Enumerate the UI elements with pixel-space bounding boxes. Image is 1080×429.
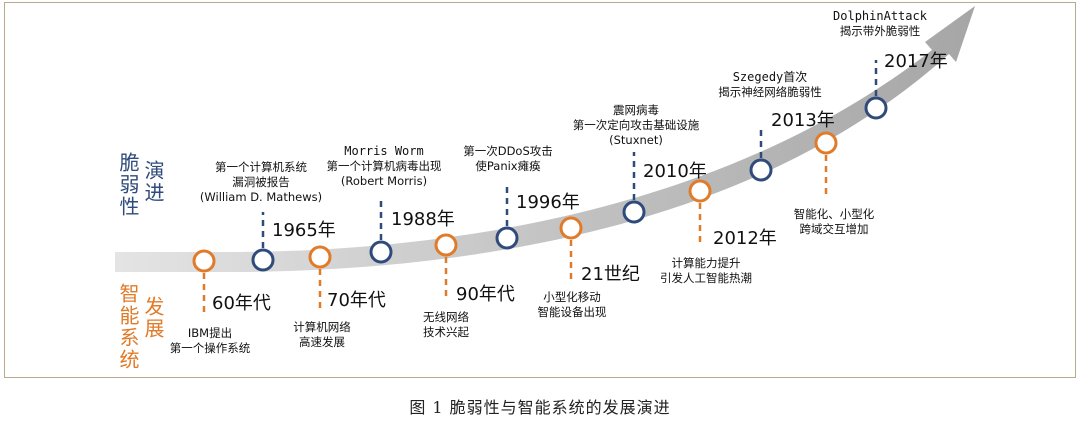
vuln-milestone-node	[251, 248, 275, 272]
vuln-desc-line: 第一个计算机病毒出现	[326, 159, 442, 173]
vuln-desc-line: (William D. Mathews)	[199, 190, 323, 204]
vuln-milestone-node	[864, 96, 888, 120]
vuln-milestone-node	[749, 158, 773, 182]
system-desc-line: 智能设备出现	[537, 305, 607, 319]
vuln-desc-line: 揭示神经网络脆弱性	[718, 85, 822, 99]
vuln-milestone-node	[369, 240, 393, 264]
vuln-year-1965: 1965年	[272, 220, 336, 241]
system-desc-line: 小型化移动	[543, 290, 601, 304]
system-milestone-node	[434, 233, 458, 257]
system-era-60s: 60年代	[212, 293, 271, 314]
system-desc-60s: IBM提出 第一个操作系统	[150, 326, 270, 356]
system-desc-2012: 计算能力提升 引发人工智能热潮	[636, 256, 776, 286]
system-milestone-node	[308, 245, 332, 269]
vuln-milestone-node	[622, 200, 646, 224]
system-desc-line: 引发人工智能热潮	[660, 271, 752, 285]
system-desc-line: IBM提出	[187, 326, 233, 340]
system-desc-line: 技术兴起	[423, 325, 469, 339]
vulnerability-label-2: 演进	[141, 160, 165, 204]
system-milestone-node	[814, 131, 838, 155]
vuln-desc-1996: 第一次DDoS攻击 使Panix瘫痪	[448, 144, 568, 174]
system-milestone-node	[559, 216, 583, 240]
vulnerability-label-1: 脆弱性	[116, 152, 140, 218]
vuln-desc-line: Morris Worm	[344, 144, 424, 158]
vuln-year-2017: 2017年	[884, 51, 948, 72]
system-desc-line: 跨域交互增加	[799, 222, 869, 236]
system-desc-90s: 无线网络 技术兴起	[386, 310, 506, 340]
system-desc-21c: 小型化移动 智能设备出现	[512, 290, 632, 320]
system-desc-line: 智能化、小型化	[793, 207, 875, 221]
system-label-1: 智能系统	[116, 283, 140, 371]
system-era-90s: 90年代	[456, 284, 515, 305]
vuln-desc-line: 使Panix瘫痪	[475, 159, 541, 173]
vuln-desc-line: Szegedy首次	[732, 70, 808, 84]
vuln-year-2013: 2013年	[771, 110, 835, 131]
vuln-desc-line: 震网病毒	[613, 103, 659, 117]
system-era-70s: 70年代	[327, 290, 386, 311]
vuln-desc-line: 第一次DDoS攻击	[463, 144, 553, 158]
vuln-desc-2013: Szegedy首次 揭示神经网络脆弱性	[700, 70, 840, 100]
system-era-21c: 21世纪	[581, 264, 640, 285]
system-desc-line: 计算机网络	[293, 320, 351, 334]
figure-caption: 图 1 脆弱性与智能系统的发展演进	[409, 398, 671, 417]
vuln-desc-line: 第一次定向攻击基础设施	[572, 118, 700, 132]
system-desc-70s: 计算机网络 高速发展	[262, 320, 382, 350]
vuln-year-1988: 1988年	[391, 209, 455, 230]
system-desc-line: 高速发展	[299, 335, 345, 349]
timeline-diagram	[115, 6, 975, 314]
system-desc-line: 无线网络	[423, 310, 469, 324]
system-milestone-node	[192, 249, 216, 273]
system-label-2: 发展	[141, 296, 165, 340]
vuln-desc-1988: Morris Worm 第一个计算机病毒出现 (Robert Morris)	[314, 144, 454, 189]
system-desc-line: 第一个操作系统	[169, 341, 251, 355]
vuln-desc-line: (Stuxnet)	[609, 133, 663, 147]
system-desc-line: 计算能力提升	[671, 256, 741, 270]
vuln-desc-line: 漏洞被报告	[232, 175, 290, 189]
timeline-arrow	[115, 6, 975, 272]
vuln-desc-line: 揭示带外脆弱性	[839, 24, 921, 38]
vuln-desc-2010: 震网病毒 第一次定向攻击基础设施 (Stuxnet)	[556, 103, 716, 148]
figure-frame	[4, 2, 1076, 378]
system-era-2012: 2012年	[713, 228, 777, 249]
vuln-desc-line: 第一个计算机系统	[215, 160, 307, 174]
vuln-desc-2017: DolphinAttack 揭示带外脆弱性	[810, 9, 950, 39]
vuln-milestone-node	[495, 226, 519, 250]
vuln-desc-line: (Robert Morris)	[340, 174, 428, 188]
vuln-year-1996: 1996年	[516, 192, 580, 213]
vuln-year-2010: 2010年	[643, 161, 707, 182]
system-milestone-node	[688, 179, 712, 203]
system-desc-future: 智能化、小型化 跨域交互增加	[774, 207, 894, 237]
vuln-desc-line: DolphinAttack	[833, 9, 927, 23]
vuln-desc-1965: 第一个计算机系统 漏洞被报告 (William D. Mathews)	[196, 160, 326, 205]
